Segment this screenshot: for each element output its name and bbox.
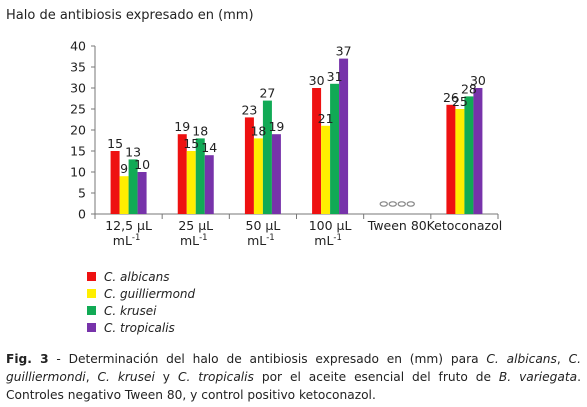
bar (312, 88, 322, 214)
x-tick-label: Tween 80 (367, 218, 427, 233)
bar (455, 109, 465, 214)
bar (119, 176, 129, 214)
x-tick-label: 25 µL (178, 218, 213, 233)
chart-area: Halo de antibiosis expresado en (mm) 0 5 1… (6, 8, 502, 335)
x-tick-label-unit: mL-1 (314, 233, 342, 248)
y-tick-label: 5 (78, 186, 86, 201)
data-label: 15 (183, 136, 199, 151)
bar (473, 88, 483, 214)
data-label: 18 (250, 123, 266, 138)
legend-label: C. tropicalis (104, 321, 175, 335)
x-tick-label: 50 µL (246, 218, 281, 233)
bar (339, 58, 349, 214)
bar (244, 117, 254, 214)
legend-label: C. krusei (104, 304, 157, 318)
data-label: 27 (259, 86, 275, 101)
x-tick-label: 12,5 µL (105, 218, 152, 233)
bar (195, 138, 205, 214)
data-label: 19 (174, 119, 190, 134)
legend-label: C. guilliermond (104, 287, 196, 301)
y-tick-label: 0 (78, 207, 86, 222)
data-label: 30 (470, 73, 486, 88)
bar (321, 125, 331, 214)
data-label: 25 (452, 94, 468, 109)
data-label: 23 (241, 102, 257, 117)
caption-species: B. variegata (498, 370, 578, 384)
data-label: 31 (327, 69, 343, 84)
figure-label: Fig. 3 (6, 352, 49, 366)
y-tick-label: 35 (70, 60, 86, 75)
legend-swatch (87, 323, 96, 332)
x-tick-label-unit: mL-1 (113, 233, 141, 248)
data-label: 13 (125, 144, 141, 159)
bar (253, 138, 263, 214)
bar (177, 134, 187, 214)
data-label: 14 (201, 140, 217, 155)
y-tick-label: 30 (70, 81, 86, 96)
caption-species: C. tropicalis (177, 370, 254, 384)
bar (446, 104, 456, 214)
caption-species: C. guilliermondi (6, 352, 581, 384)
bar (128, 159, 138, 214)
bar (330, 83, 340, 214)
data-label: 10 (134, 157, 150, 172)
x-tick-label-unit: mL-1 (180, 233, 208, 248)
bar (137, 172, 147, 214)
bar (262, 100, 272, 214)
bar (186, 151, 196, 214)
data-label: 30 (309, 73, 325, 88)
data-label: 9 (120, 161, 128, 176)
data-label: 18 (192, 123, 208, 138)
bars (110, 58, 483, 214)
x-tick-label-unit: mL-1 (247, 233, 275, 248)
legend-swatch (87, 289, 96, 298)
y-tick-label: 40 (70, 39, 86, 54)
legend-swatch (87, 306, 96, 315)
legend-swatch (87, 272, 96, 281)
legend: C. albicans C. guilliermond C. krusei C. tr… (87, 270, 196, 335)
bar-zero-marker (388, 201, 397, 207)
caption-species: C. albicans (486, 352, 557, 366)
x-tick-label: 100 µL (309, 218, 352, 233)
y-tick-label: 25 (70, 102, 86, 117)
bar-zero-marker (379, 201, 388, 207)
data-label: 26 (443, 90, 459, 105)
data-label: 15 (107, 136, 123, 151)
chart-title: Halo de antibiosis expresado en (mm) (6, 8, 254, 23)
y-tick-label: 15 (70, 144, 86, 159)
data-label: 21 (318, 111, 334, 126)
caption-separator: , (556, 352, 569, 366)
legend-label: C. albicans (104, 270, 169, 284)
bar (110, 151, 120, 214)
caption-separator: y (154, 370, 178, 384)
bar-zero-marker (397, 201, 406, 207)
data-label: 19 (268, 119, 284, 134)
data-label: 28 (461, 81, 477, 96)
bar (204, 155, 214, 214)
y-tick-label: 20 (70, 123, 86, 138)
y-tick-label: 10 (70, 165, 86, 180)
figure-caption: Fig. 3 - Determinación del halo de antib… (6, 350, 581, 404)
caption-text: por el aceite esencial del fruto de (253, 370, 499, 384)
data-label: 37 (336, 44, 352, 59)
bar (464, 96, 474, 214)
caption-separator: , (85, 370, 98, 384)
bar (271, 134, 281, 214)
axes (91, 45, 499, 219)
y-tick-labels: 0 5 10 15 20 25 30 35 40 (70, 39, 86, 222)
caption-text: - Determinación del halo de antibiosis e… (48, 352, 487, 366)
caption-text: . Controles negativo Tween 80, y control… (6, 370, 581, 402)
bar-zero-marker (406, 201, 415, 207)
x-tick-label: Ketoconazol (427, 218, 503, 233)
caption-species: C. krusei (97, 370, 155, 384)
